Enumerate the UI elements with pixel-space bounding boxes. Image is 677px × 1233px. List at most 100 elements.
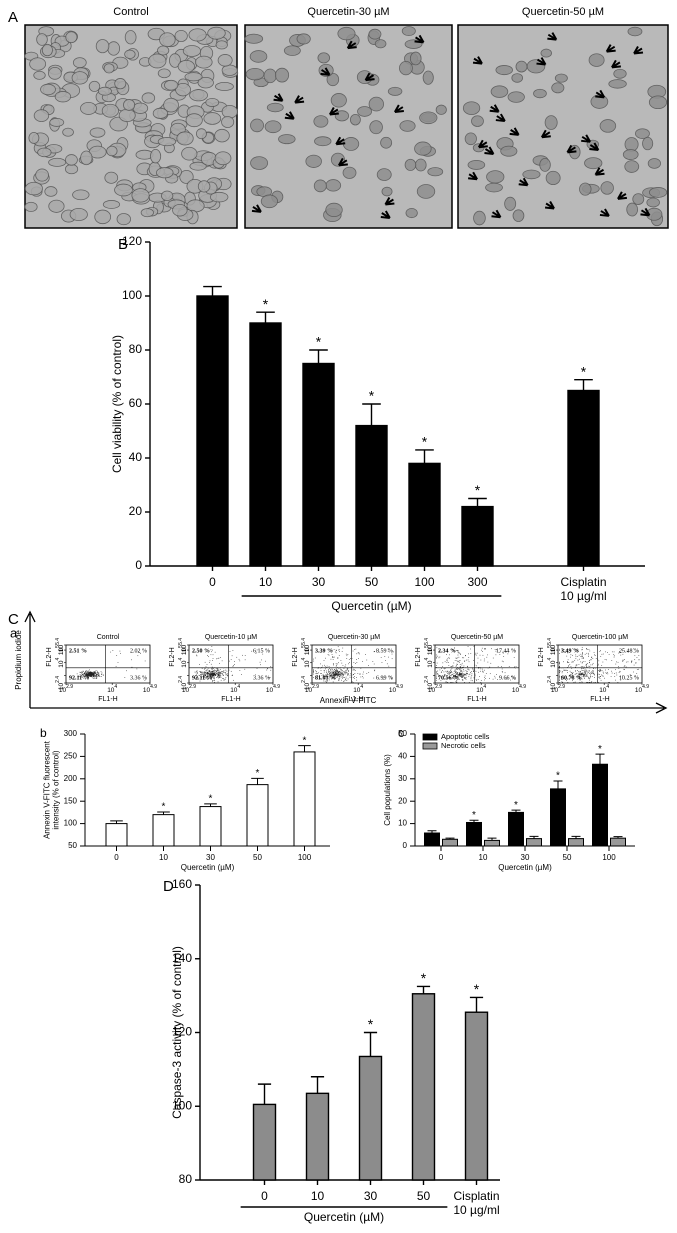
event-dot — [333, 676, 334, 678]
event-dot — [330, 671, 332, 673]
event-dot — [217, 676, 218, 677]
cell — [175, 82, 191, 97]
event-dot — [347, 668, 348, 670]
event-dot — [571, 673, 573, 675]
event-dot — [631, 660, 633, 662]
event-dot — [619, 652, 621, 653]
event-dot — [210, 675, 212, 677]
event-dot — [590, 676, 591, 678]
tick-exponent: 2.9 — [312, 684, 319, 690]
tick-exponent: 2.4 — [178, 676, 184, 683]
event-dot — [562, 676, 564, 678]
event-dot — [88, 674, 89, 676]
event-dot — [466, 665, 468, 667]
event-dot — [211, 670, 213, 672]
event-dot — [200, 671, 201, 673]
event-dot — [581, 682, 583, 683]
event-dot — [89, 671, 90, 673]
event-dot — [487, 667, 489, 669]
event-dot — [571, 668, 573, 669]
event-dot — [585, 675, 587, 677]
event-dot — [607, 669, 609, 671]
arrow — [566, 144, 577, 154]
event-dot — [337, 675, 338, 676]
event-dot — [326, 670, 327, 672]
event-dot — [217, 670, 218, 671]
event-dot — [213, 674, 215, 676]
event-dot — [489, 677, 490, 679]
event-dot — [447, 670, 449, 672]
cell — [132, 102, 149, 114]
event-dot — [586, 674, 588, 675]
event-dot — [269, 676, 271, 678]
x-tick-label: 100 — [414, 575, 434, 589]
event-dot — [93, 672, 94, 674]
event-dot — [575, 676, 577, 678]
event-dot — [601, 653, 603, 655]
error-bar — [574, 379, 593, 391]
event-dot — [332, 672, 334, 674]
bar — [466, 821, 482, 847]
event-dot — [222, 671, 223, 672]
event-dot — [438, 657, 440, 659]
event-dot — [213, 673, 214, 675]
event-dot — [91, 675, 92, 677]
event-dot — [216, 658, 217, 660]
tick-exponent: 5 — [424, 645, 430, 648]
x-tick-label: 0 — [439, 853, 444, 862]
event-dot — [212, 654, 214, 656]
event-dot — [209, 672, 210, 674]
cell — [404, 158, 417, 171]
event-dot — [329, 676, 331, 678]
quadrant-value: 25.48 % — [619, 648, 639, 654]
event-dot — [207, 655, 208, 656]
tick-exponent: 4 — [424, 658, 430, 661]
quadrant-value: 3.49 % — [561, 648, 579, 654]
event-dot — [211, 669, 213, 670]
event-dot — [117, 662, 119, 663]
panel-label: C — [8, 611, 19, 628]
event-dot — [355, 648, 357, 650]
event-dot — [589, 670, 590, 672]
event-dot — [343, 676, 344, 678]
bar — [592, 763, 608, 847]
cell — [515, 60, 528, 73]
event-dot — [591, 673, 593, 674]
plot-title: Control — [97, 634, 120, 641]
event-dot — [453, 674, 454, 676]
event-dot — [80, 672, 81, 673]
event-dot — [325, 668, 326, 670]
event-dot — [565, 652, 566, 654]
cell — [189, 89, 208, 102]
event-dot — [87, 674, 88, 676]
event-dot — [471, 671, 472, 673]
event-dot — [354, 670, 356, 671]
tick-base: 10 — [230, 687, 238, 694]
event-dot — [461, 679, 463, 680]
event-dot — [227, 675, 228, 676]
event-dot — [454, 669, 456, 671]
event-dot — [582, 675, 584, 677]
event-dot — [631, 661, 633, 663]
event-dot — [449, 677, 451, 678]
x-tick-label: 0 — [261, 1189, 268, 1203]
tick-base: 10 — [58, 644, 65, 652]
event-dot — [221, 660, 223, 662]
event-dot — [218, 669, 220, 671]
event-dot — [94, 671, 96, 673]
x-tick-label: 104 — [476, 684, 486, 693]
event-dot — [205, 675, 207, 677]
event-dot — [256, 668, 258, 669]
event-dot — [468, 669, 470, 671]
event-dot — [81, 674, 82, 676]
event-dot — [353, 674, 354, 675]
event-dot — [218, 671, 220, 673]
x-tick-label: 102.9 — [428, 684, 442, 693]
event-dot — [350, 673, 351, 675]
event-dot — [116, 655, 118, 656]
event-dot — [218, 672, 219, 673]
event-dot — [581, 668, 583, 669]
event-dot — [513, 649, 515, 651]
y-tick-label: 10 — [398, 819, 407, 828]
event-dot — [459, 667, 461, 669]
